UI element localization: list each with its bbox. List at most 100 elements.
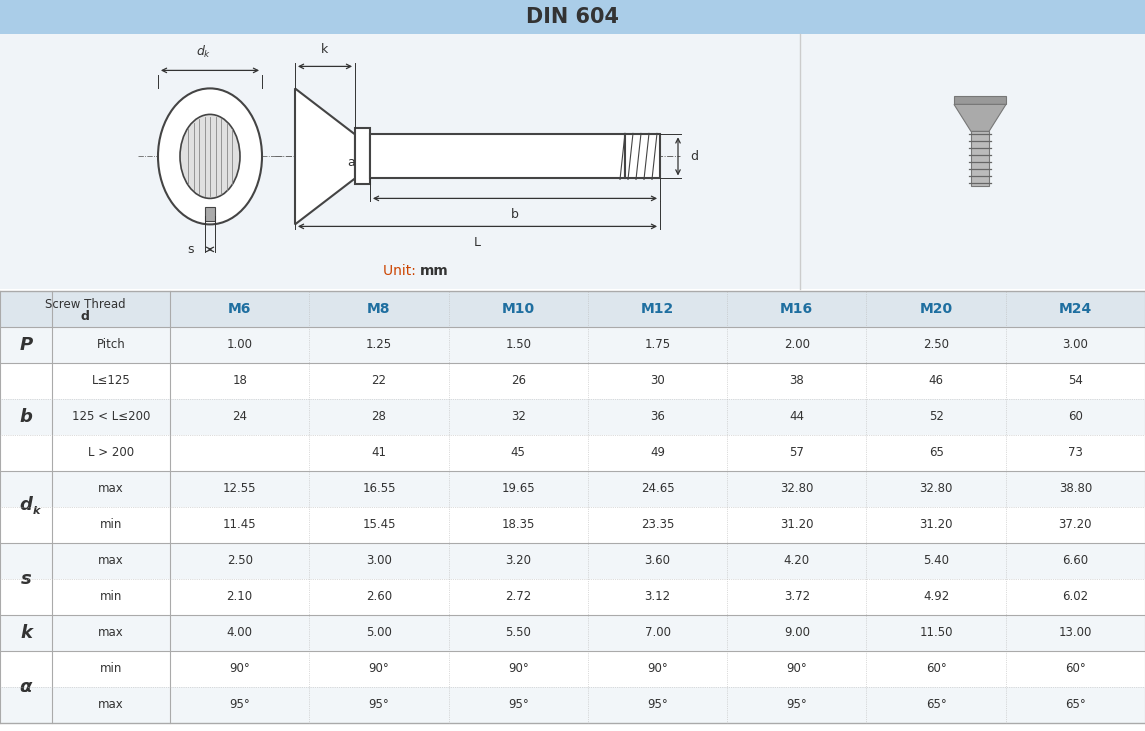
Text: 12.55: 12.55 (223, 482, 256, 496)
Bar (0, 687, 1145, 723)
Text: s: s (188, 243, 195, 256)
Text: 11.45: 11.45 (223, 518, 256, 531)
Text: a: a (347, 156, 355, 170)
Text: b: b (511, 208, 519, 221)
Text: 45: 45 (511, 447, 526, 460)
Text: 31.20: 31.20 (919, 518, 953, 531)
Ellipse shape (180, 114, 240, 198)
Bar (0, 399, 1145, 435)
Text: 90°: 90° (369, 662, 389, 675)
Text: M20: M20 (919, 302, 953, 316)
Text: k: k (322, 43, 329, 56)
Text: 32: 32 (511, 411, 526, 423)
Text: d: d (80, 311, 89, 323)
Text: 65°: 65° (1065, 699, 1085, 711)
Text: 4.20: 4.20 (783, 555, 810, 567)
Text: max: max (98, 699, 124, 711)
Text: 1.25: 1.25 (366, 338, 392, 352)
Text: 13.00: 13.00 (1059, 626, 1092, 640)
Ellipse shape (158, 88, 262, 224)
Text: 2.60: 2.60 (366, 591, 392, 604)
Text: M10: M10 (502, 302, 535, 316)
Text: b: b (19, 408, 32, 426)
Text: M12: M12 (641, 302, 674, 316)
Text: max: max (98, 555, 124, 567)
Bar (0, 651, 1145, 687)
Text: L: L (474, 236, 481, 249)
Text: 46: 46 (929, 374, 943, 387)
Text: 26: 26 (511, 374, 526, 387)
Text: 95°: 95° (647, 699, 668, 711)
Text: d: d (19, 496, 32, 514)
Bar (0, 327, 1145, 363)
Text: Unit:: Unit: (382, 264, 420, 278)
Text: 31.20: 31.20 (780, 518, 814, 531)
Text: 9.00: 9.00 (784, 626, 810, 640)
Text: M16: M16 (780, 302, 813, 316)
Text: L > 200: L > 200 (88, 447, 134, 460)
Text: 38: 38 (789, 374, 804, 387)
Text: 37.20: 37.20 (1059, 518, 1092, 531)
Text: 1.00: 1.00 (227, 338, 253, 352)
Text: 24: 24 (232, 411, 247, 423)
Text: 65°: 65° (925, 699, 947, 711)
Text: L≤125: L≤125 (92, 374, 131, 387)
Bar (0, 291, 1145, 327)
Text: 95°: 95° (508, 699, 529, 711)
Bar (0, 507, 1145, 543)
Text: 30: 30 (650, 374, 665, 387)
Text: 22: 22 (371, 374, 386, 387)
Text: α: α (19, 678, 32, 696)
Text: 60°: 60° (925, 662, 947, 675)
Text: M6: M6 (228, 302, 252, 316)
Text: 2.00: 2.00 (784, 338, 810, 352)
Text: 57: 57 (789, 447, 804, 460)
Text: 1.50: 1.50 (505, 338, 531, 352)
Text: min: min (100, 591, 123, 604)
Text: 2.72: 2.72 (505, 591, 531, 604)
Text: mm: mm (420, 264, 449, 278)
Bar (0, 34, 1145, 289)
Text: 90°: 90° (787, 662, 807, 675)
Bar (0, 435, 1145, 471)
Text: 3.60: 3.60 (645, 555, 671, 567)
Text: 2.50: 2.50 (923, 338, 949, 352)
Text: 11.50: 11.50 (919, 626, 953, 640)
Text: 7.00: 7.00 (645, 626, 671, 640)
Text: max: max (98, 626, 124, 640)
Text: k: k (19, 624, 32, 642)
Text: $d_k$: $d_k$ (196, 45, 212, 61)
Text: 5.50: 5.50 (505, 626, 531, 640)
Text: 6.60: 6.60 (1063, 555, 1089, 567)
Text: 3.00: 3.00 (1063, 338, 1088, 352)
Text: 28: 28 (371, 411, 386, 423)
Bar (0, 363, 1145, 399)
Text: Pitch: Pitch (96, 338, 125, 352)
Text: 18.35: 18.35 (502, 518, 535, 531)
Bar (205, 208, 215, 221)
Bar (954, 96, 1006, 105)
Text: 36: 36 (650, 411, 665, 423)
Text: 3.72: 3.72 (783, 591, 810, 604)
Text: 65: 65 (929, 447, 943, 460)
Polygon shape (954, 105, 1006, 132)
Text: 16.55: 16.55 (362, 482, 396, 496)
Text: 3.00: 3.00 (366, 555, 392, 567)
Text: 5.40: 5.40 (923, 555, 949, 567)
Text: 2.10: 2.10 (227, 591, 253, 604)
Text: 41: 41 (371, 447, 386, 460)
Text: 73: 73 (1068, 447, 1083, 460)
Polygon shape (295, 88, 355, 224)
Text: 60: 60 (1068, 411, 1083, 423)
Text: 60°: 60° (1065, 662, 1085, 675)
Bar (355, 129, 370, 184)
Text: 18: 18 (232, 374, 247, 387)
Text: 52: 52 (929, 411, 943, 423)
Text: min: min (100, 518, 123, 531)
Text: 24.65: 24.65 (641, 482, 674, 496)
Bar (0, 0, 1145, 34)
Text: 32.80: 32.80 (780, 482, 813, 496)
Bar (0, 471, 1145, 507)
Text: DIN 604: DIN 604 (526, 7, 619, 27)
Text: 44: 44 (789, 411, 804, 423)
